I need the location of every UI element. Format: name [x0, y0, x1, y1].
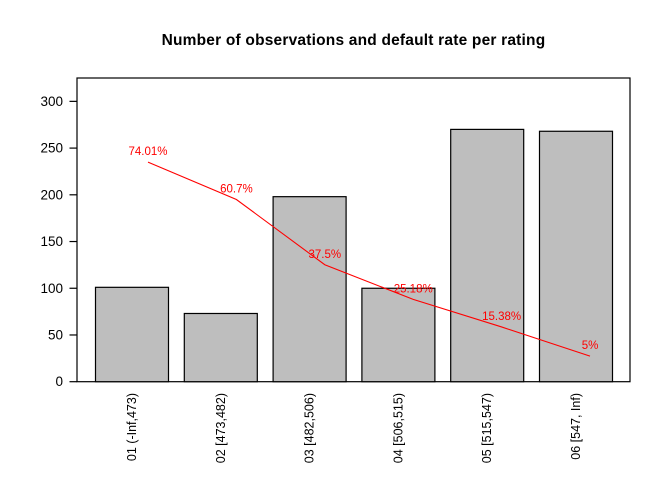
y-tick-label: 300	[40, 94, 63, 109]
x-category-label: 02 [473,482)	[214, 393, 228, 463]
y-tick-label: 100	[40, 281, 63, 296]
rate-label: 60.7%	[220, 184, 253, 196]
x-category-label: 01 (-Inf,473)	[125, 393, 139, 461]
y-tick-label: 150	[40, 234, 63, 249]
plot-box	[76, 77, 631, 383]
bar	[183, 312, 258, 383]
x-category-label: 03 [482,506)	[303, 393, 317, 463]
bar	[538, 130, 614, 383]
bar	[272, 196, 347, 383]
bar	[450, 128, 525, 383]
bar	[361, 287, 436, 383]
rate-label: 74.01%	[128, 146, 167, 158]
rate-label: 37.5%	[308, 249, 341, 261]
y-tick-label: 50	[48, 327, 63, 342]
rate-label: 25.18%	[394, 283, 433, 295]
chart-title: Number of observations and default rate …	[161, 32, 546, 49]
bar	[94, 286, 170, 383]
default-rate-line	[147, 161, 591, 357]
y-tick-label: 250	[40, 141, 63, 156]
x-category-label: 04 [506,515)	[391, 393, 405, 463]
x-category-label: 06 [547, Inf)	[569, 393, 583, 460]
x-category-label: 05 [515,547)	[480, 393, 494, 463]
y-tick-label: 0	[55, 374, 63, 389]
rate-label: 5%	[582, 340, 599, 352]
rate-label: 15.38%	[482, 311, 521, 323]
y-tick-label: 200	[40, 187, 63, 202]
